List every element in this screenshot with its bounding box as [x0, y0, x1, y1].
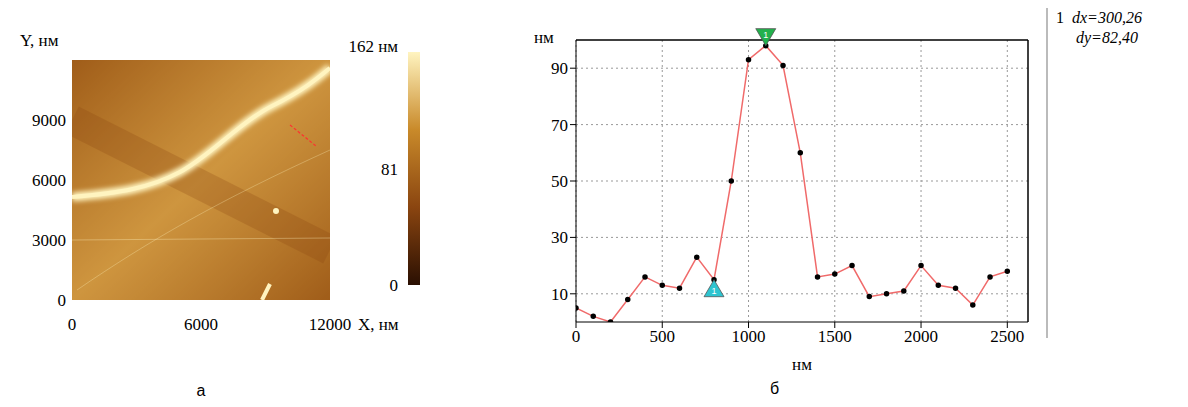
html-text:dy=82,40: dy=82,40	[1076, 29, 1138, 46]
svg-text:6000: 6000	[184, 315, 218, 334]
svg-text:6000: 6000	[32, 171, 66, 190]
svg-text:Y, нм: Y, нм	[20, 31, 59, 50]
svg-text:162 нм: 162 нм	[348, 37, 398, 56]
html-text:1: 1	[1056, 9, 1064, 26]
svg-text:0: 0	[58, 291, 67, 310]
svg-text:50: 50	[551, 172, 568, 191]
html-text:нм: нм	[534, 28, 554, 47]
svg-text:81: 81	[381, 160, 398, 179]
svg-text:1: 1	[712, 286, 717, 296]
svg-text:2000: 2000	[904, 327, 938, 346]
svg-text:нм: нм	[792, 355, 812, 374]
svg-text:0: 0	[572, 327, 581, 346]
svg-text:0: 0	[68, 315, 77, 334]
svg-text:9000: 9000	[32, 111, 66, 130]
svg-text:3000: 3000	[32, 231, 66, 250]
svg-text:1: 1	[763, 30, 768, 40]
svg-text:70: 70	[551, 116, 568, 135]
svg-text:2500: 2500	[990, 327, 1024, 346]
svg-text:1500: 1500	[818, 327, 852, 346]
svg-text:X, нм: X, нм	[358, 315, 399, 334]
svg-text:0: 0	[390, 276, 399, 295]
svg-text:90: 90	[551, 59, 568, 78]
svg-text:1000: 1000	[732, 327, 766, 346]
html-text:б: б	[770, 380, 780, 397]
html-text:dx=300,26: dx=300,26	[1072, 9, 1142, 26]
svg-text:30: 30	[551, 228, 568, 247]
svg-text:а: а	[197, 382, 206, 399]
svg-text:12000: 12000	[309, 315, 352, 334]
svg-text:10: 10	[551, 285, 568, 304]
svg-text:500: 500	[650, 327, 676, 346]
